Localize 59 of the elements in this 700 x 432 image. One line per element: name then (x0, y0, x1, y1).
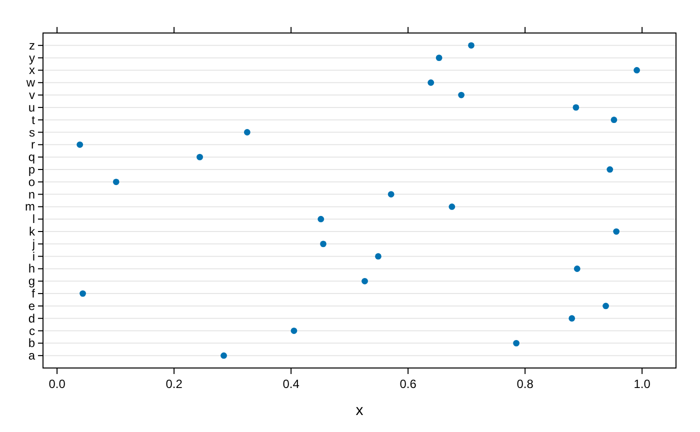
y-tick-label: k (29, 224, 36, 239)
x-tick-label: 0.0 (48, 377, 66, 391)
point (112, 178, 120, 186)
point (574, 266, 580, 272)
y-tick-label: h (28, 262, 35, 276)
y-tick-label: o (28, 174, 36, 189)
y-tick-label: w (25, 76, 36, 90)
point (244, 129, 250, 136)
x-tick-label: 0.8 (516, 377, 534, 391)
point (80, 290, 86, 297)
x-tick-label: 1.0 (634, 377, 651, 391)
y-tick-label: t (32, 112, 36, 127)
y-tick-label: g (28, 274, 35, 288)
y-tick-label: v (29, 88, 35, 102)
y-tick-label: y (29, 50, 35, 65)
y-tick-label: x (29, 63, 35, 78)
y-tick-label: e (28, 298, 36, 313)
y-tick-label: a (28, 348, 36, 363)
point (572, 104, 580, 111)
y-tick-label: s (29, 125, 35, 140)
y-tick-label: f (32, 286, 36, 301)
y-tick-label: n (28, 187, 35, 202)
point (568, 315, 576, 322)
y-tick-label: i (32, 249, 35, 264)
x-axis-title: x (356, 402, 364, 419)
x-tick-label: 0.4 (282, 377, 300, 391)
point (428, 79, 434, 86)
point (318, 216, 324, 222)
point (458, 92, 464, 98)
point (634, 67, 640, 74)
x-tick-label: 0.6 (400, 377, 417, 391)
point (76, 141, 84, 148)
point (388, 191, 394, 198)
point (613, 228, 620, 235)
y-tick-label: j (31, 236, 35, 251)
point (513, 340, 520, 346)
point (468, 42, 474, 49)
point (220, 352, 227, 359)
y-tick-label: c (29, 324, 35, 338)
y-tick-label: r (31, 138, 35, 152)
point (602, 302, 609, 310)
point (606, 166, 614, 173)
point (436, 54, 442, 62)
y-tick-label: q (28, 150, 35, 164)
point (290, 328, 298, 334)
y-tick-label: b (28, 336, 36, 350)
point (610, 116, 618, 124)
point (320, 240, 326, 248)
y-tick-label: d (28, 311, 35, 326)
point (448, 204, 456, 210)
y-tick-label: l (32, 212, 35, 226)
point (362, 278, 368, 284)
point (375, 253, 382, 260)
x-tick-label: 0.2 (166, 377, 183, 391)
y-tick-label: p (28, 162, 36, 176)
y-tick-label: u (28, 100, 35, 114)
point (196, 154, 203, 160)
y-tick-label: z (29, 38, 35, 52)
y-tick-label: m (25, 200, 35, 214)
